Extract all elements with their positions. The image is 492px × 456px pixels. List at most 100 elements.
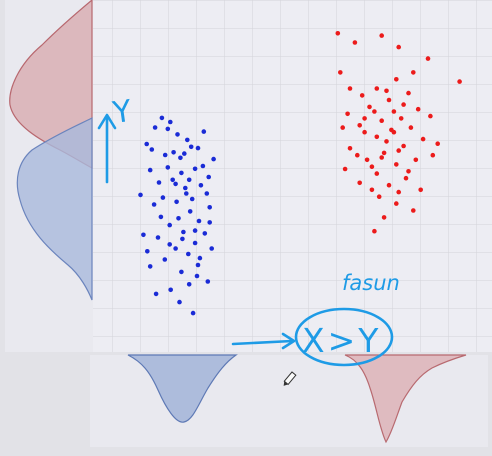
red-group-point-25 [364,157,370,163]
blue-group-point-7 [171,150,176,155]
red-group-point-33 [418,187,424,193]
blue-group-point-15 [198,183,204,188]
x-marginal-blue [127,354,238,423]
blue-group-point-14 [206,174,211,180]
red-group-point-46 [374,134,380,140]
blue-group-point-24 [196,218,202,224]
blue-group-point-55 [200,163,206,169]
y-arrow-head [97,113,117,130]
blue-group-point-8 [178,155,183,161]
red-group-point-51 [435,141,441,146]
x-marginal-red [344,354,467,444]
red-group-point-54 [401,102,406,107]
blue-group-point-53 [183,185,188,191]
blue-group-point-20 [138,192,143,198]
blue-group-point-63 [207,220,212,225]
blue-group-point-21 [170,177,175,183]
red-group-point-39 [372,228,377,234]
relation-arrow-shaft [231,339,294,346]
red-group-point-44 [384,139,389,144]
blue-group-point-42 [205,279,211,284]
blue-group-point-31 [202,231,208,236]
blue-group-point-60 [167,242,172,247]
blue-group-point-33 [173,246,178,251]
blue-group-point-44 [177,299,182,305]
y-marginal-blue [16,117,93,301]
blue-group-point-22 [176,216,181,221]
red-group-point-28 [413,157,419,163]
blue-group-point-37 [147,264,153,269]
red-group-point-4 [425,56,431,61]
red-group-point-40 [362,129,367,135]
red-group-point-53 [384,88,389,94]
red-group-point-57 [396,189,402,195]
red-group-point-20 [408,125,414,130]
blue-group-point-54 [158,214,164,220]
relation-arrow-head [281,332,296,350]
blue-group-point-36 [162,257,168,262]
blue-group-point-57 [189,196,195,202]
blue-group-point-62 [145,249,150,254]
blue-group-point-34 [197,255,203,261]
blue-group-point-51 [147,167,153,173]
red-group-point-37 [411,208,416,213]
blue-group-point-27 [167,222,172,228]
red-group-point-36 [394,201,399,206]
blue-group-point-61 [195,262,201,268]
red-group-point-43 [389,127,394,133]
blue-group-point-30 [192,240,198,246]
blue-group-point-3 [159,115,165,121]
blue-group-point-18 [160,195,166,200]
red-group-point-41 [372,109,377,114]
red-group-point-8 [359,93,365,98]
red-group-point-7 [374,86,380,91]
blue-group-point-26 [181,229,186,235]
blue-group-point-58 [204,191,210,196]
blue-group-point-56 [173,181,178,187]
scatter-points [138,31,462,316]
blue-group-point-4 [165,126,171,132]
red-group-point-6 [394,77,399,82]
red-group-point-47 [369,164,375,169]
red-group-point-49 [391,109,397,114]
red-group-point-58 [369,187,375,193]
blue-group-point-11 [195,145,201,151]
blue-group-point-28 [155,235,161,240]
red-group-point-10 [338,70,343,75]
red-group-point-45 [396,148,402,153]
y-marginal-densities [9,0,93,301]
handwritten-word: fasun [342,271,400,295]
red-group-point-31 [386,182,392,188]
red-group-point-9 [347,86,353,91]
blue-group-point-50 [165,165,171,170]
red-group-point-12 [386,97,392,103]
blue-group-point-6 [162,152,168,158]
red-group-point-26 [347,146,353,151]
red-group-point-3 [396,44,402,50]
red-group-point-21 [428,113,433,119]
red-group-point-32 [403,175,409,181]
blue-group-point-0 [144,141,149,147]
blue-group-point-35 [209,246,214,251]
blue-group-point-45 [190,310,196,316]
blue-group-point-39 [194,273,200,279]
blue-group-point-49 [186,177,192,183]
red-group-point-34 [357,180,363,186]
red-group-point-14 [415,106,421,112]
blue-group-point-59 [180,236,185,242]
plot-grid [90,0,492,352]
red-group-point-0 [335,31,341,36]
blue-group-point-16 [184,191,189,196]
red-group-point-1 [352,40,358,45]
red-group-point-59 [340,125,346,130]
blue-group-point-13 [192,166,198,172]
blue-group-point-12 [201,129,207,134]
blue-group-point-52 [211,156,216,162]
blue-group-point-5 [168,119,173,125]
blue-group-point-40 [186,282,192,287]
blue-group-point-29 [141,232,146,238]
blue-group-point-41 [168,287,173,293]
red-group-point-13 [406,90,411,96]
blue-group-point-25 [207,205,212,210]
